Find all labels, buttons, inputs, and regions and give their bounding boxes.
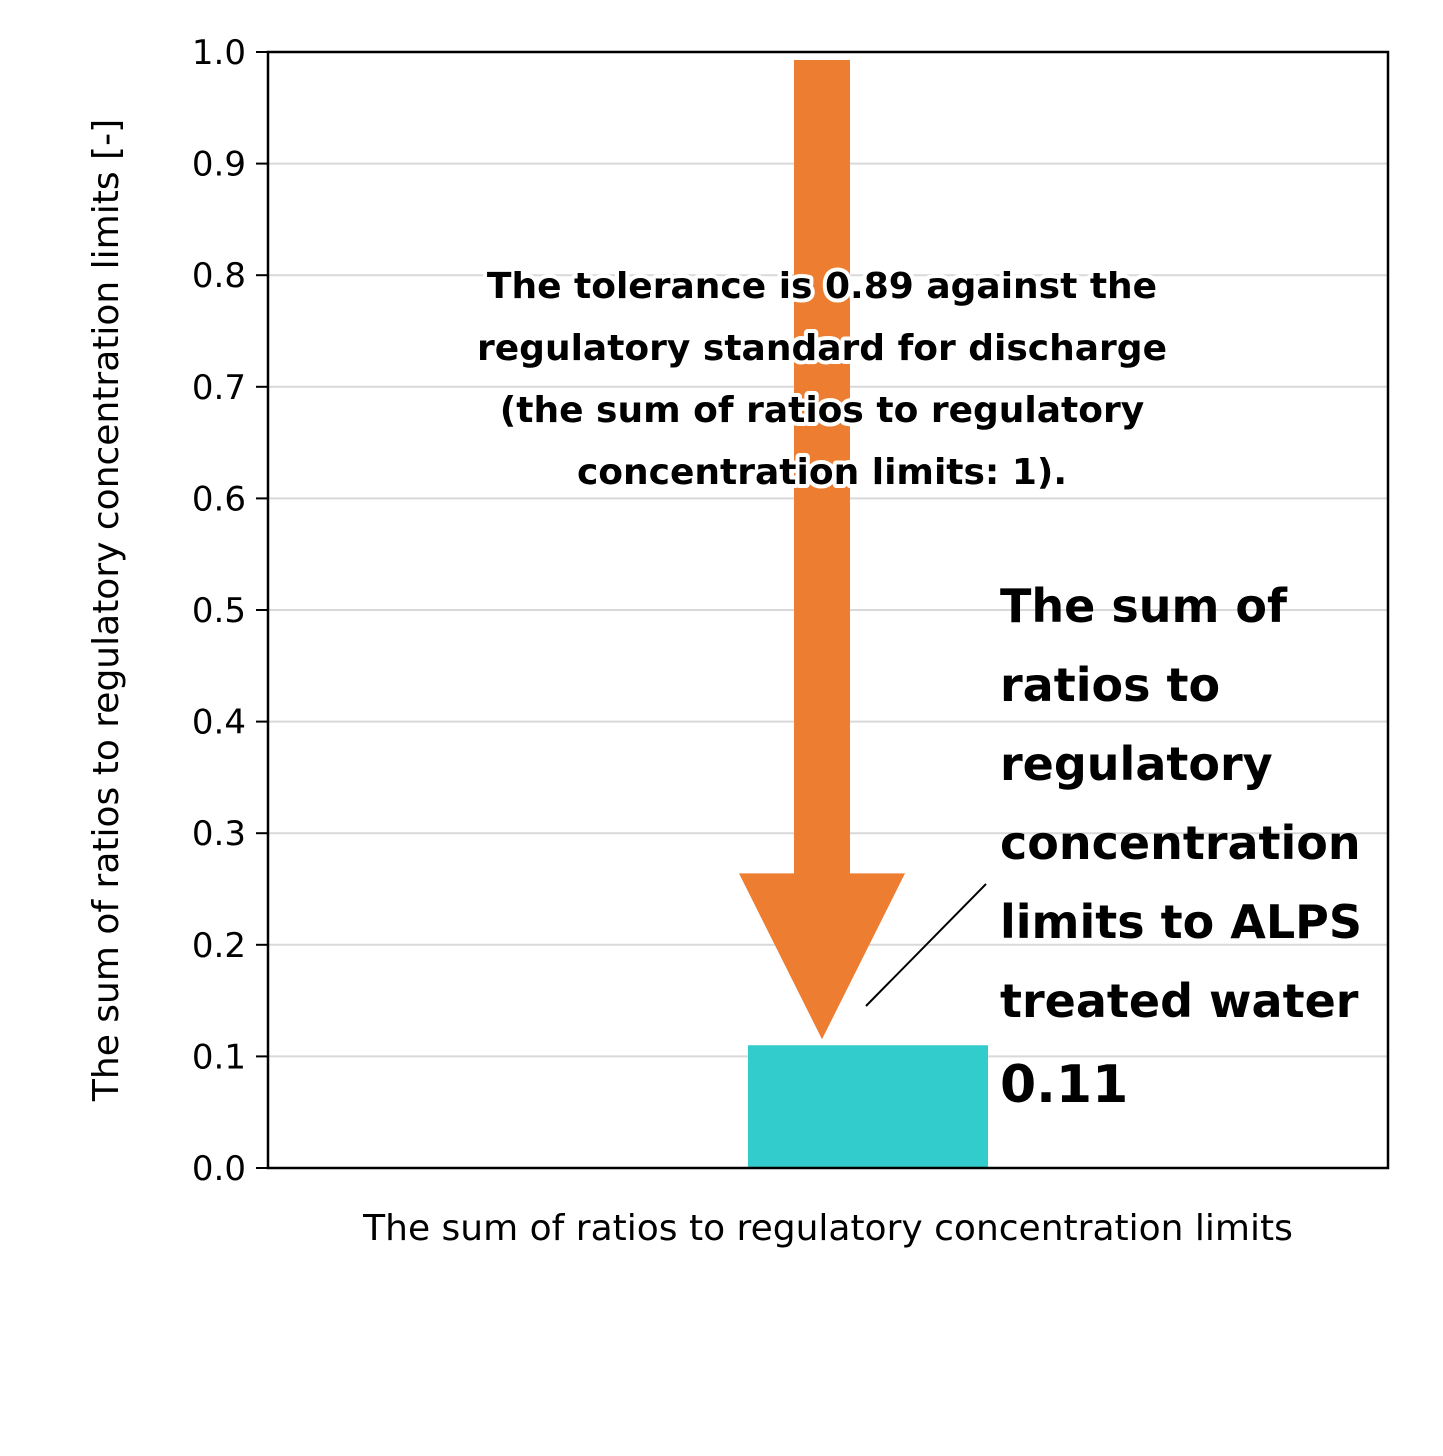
arrow-text-line: regulatory standard for discharge (477, 328, 1167, 369)
callout-text-line: regulatory (1000, 737, 1273, 791)
y-axis-title: The sum of ratios to regulatory concentr… (86, 119, 127, 1102)
bar-0 (748, 1045, 988, 1168)
arrow-text-halo: regulatory standard for discharge (477, 328, 1167, 369)
y-tick-label: 0.8 (192, 256, 246, 296)
callout-group: The sum of ratios to regulatory concentrati… (865, 579, 1362, 1115)
callout-leader-line (865, 883, 987, 1007)
x-axis-title: The sum of ratios to regulatory concentr… (362, 1208, 1293, 1249)
arrow-text-line: concentration limits: 1). (577, 452, 1067, 493)
tolerance-arrow (739, 60, 905, 1040)
y-tick-label: 0.3 (192, 814, 246, 854)
arrow-text-line: The tolerance is 0.89 against the (487, 266, 1157, 307)
bars (748, 1045, 988, 1168)
arrow-text-halo: (the sum of ratios to regulatory (500, 390, 1144, 431)
y-tick-label: 0.6 (192, 479, 246, 519)
y-tick-label: 0.0 (192, 1149, 246, 1189)
callout-text-line: treated water (1000, 974, 1359, 1028)
callout-text-line: concentration (1000, 816, 1361, 870)
y-tick-label: 0.4 (192, 703, 246, 743)
callout-text-line: The sum of (1000, 579, 1288, 633)
arrow-text-halo: concentration limits: 1). (577, 452, 1067, 493)
y-axis-ticks: 0.0 0.1 0.2 0.3 0.4 0.5 0.6 0.7 0.8 0.9 1.0 (192, 33, 268, 1189)
y-tick-label: 0.2 (192, 926, 246, 966)
callout-text-line: ratios to (1000, 658, 1220, 712)
callout-value-label: 0.11 (1000, 1055, 1128, 1115)
y-tick-label: 0.9 (192, 145, 246, 185)
callout-text-line: limits to ALPS (1000, 895, 1362, 949)
arrow-text-halo: The tolerance is 0.89 against the (487, 266, 1157, 307)
y-tick-label: 0.1 (192, 1037, 246, 1077)
y-tick-label: 0.7 (192, 368, 246, 408)
arrow-text-line: (the sum of ratios to regulatory (500, 390, 1144, 431)
y-tick-label: 1.0 (192, 33, 246, 73)
y-tick-label: 0.5 (192, 591, 246, 631)
